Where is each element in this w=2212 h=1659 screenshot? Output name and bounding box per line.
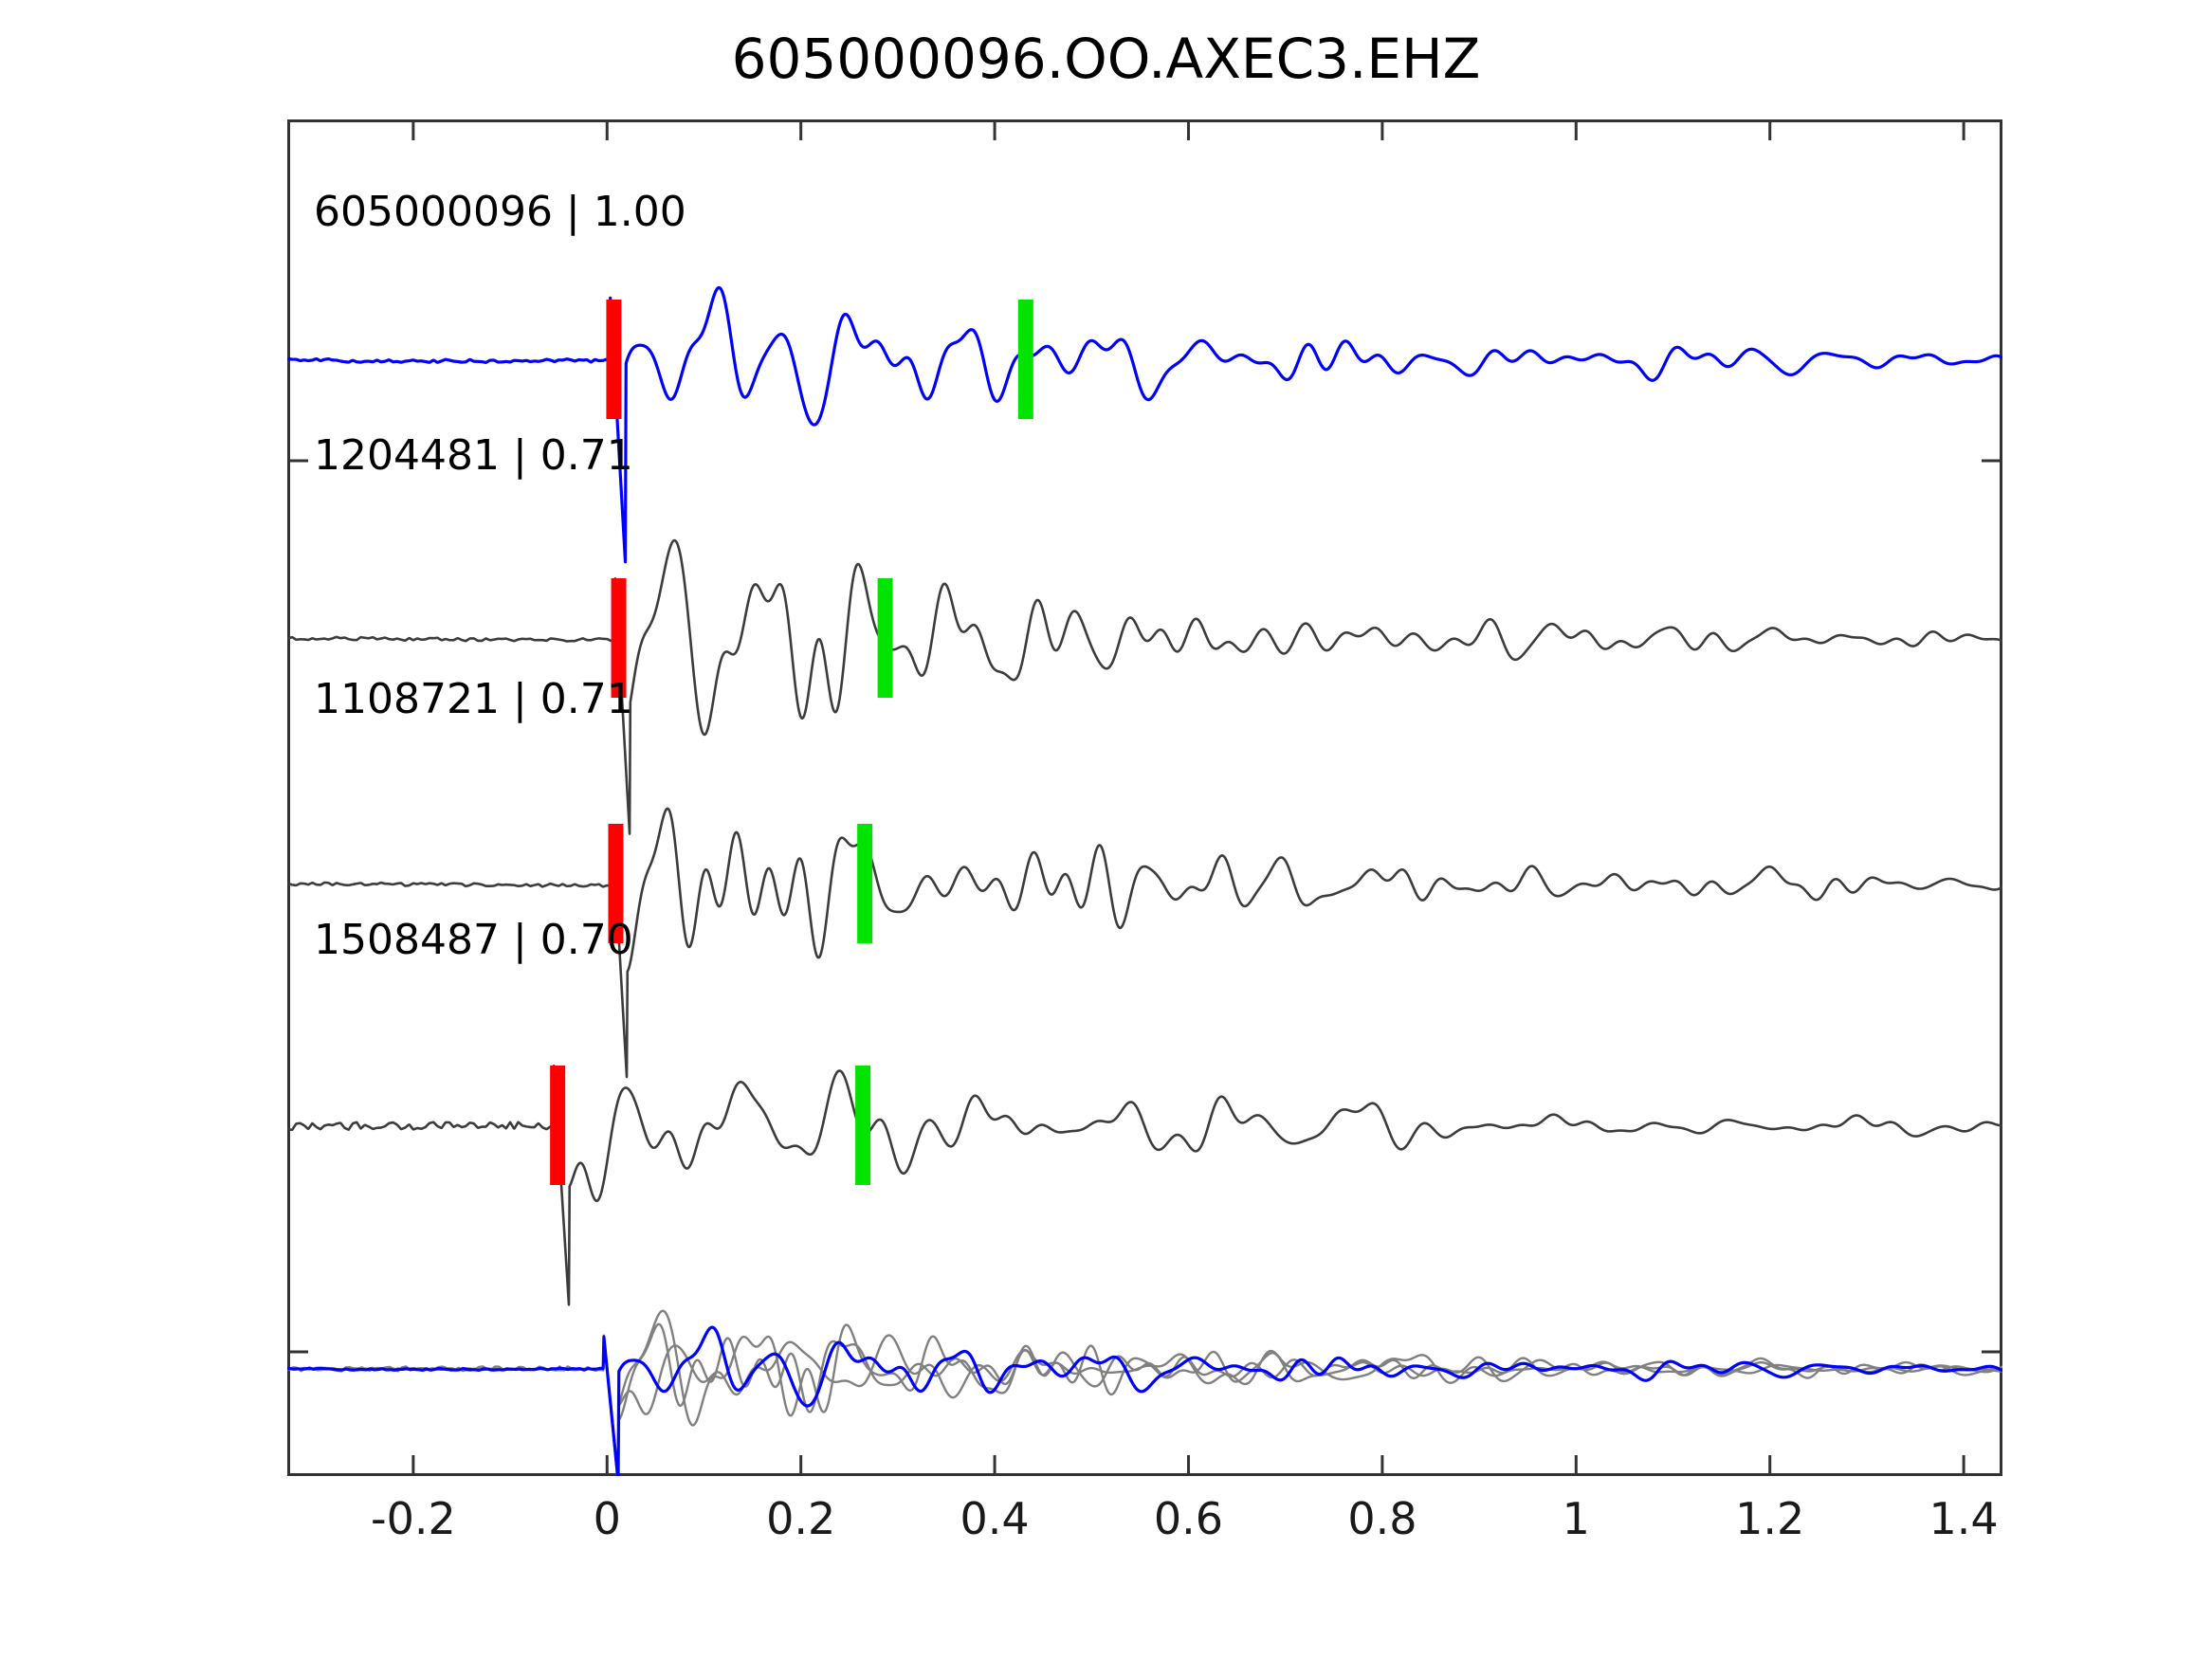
- trace-label-1108721: 1108721 | 0.71: [314, 675, 633, 723]
- stack-line-grey: [287, 1334, 2002, 1476]
- p-pick-marker: [611, 578, 627, 698]
- x-tick-label: 0.2: [766, 1493, 836, 1544]
- trace-label-1508487: 1508487 | 0.70: [314, 916, 633, 964]
- s-pick-marker: [877, 578, 893, 698]
- waveform-line: [287, 1065, 2002, 1306]
- trace-label-1204481: 1204481 | 0.71: [314, 431, 633, 480]
- stack-line-template: [287, 1325, 2002, 1476]
- plot-area: [287, 119, 2002, 1476]
- waveform-line: [287, 807, 2002, 1079]
- trace-group-605000096: [287, 285, 2002, 564]
- waveform-svg: [287, 119, 2002, 1476]
- x-tick-label: 0.6: [1153, 1493, 1224, 1544]
- trace-group-1204481: [287, 538, 2002, 835]
- stack-line-grey: [287, 1322, 2002, 1476]
- x-tick-label: 1.4: [1929, 1493, 1999, 1544]
- x-tick-label: 0: [593, 1493, 621, 1544]
- x-tick-label: 0.4: [960, 1493, 1030, 1544]
- trace-group-1108721: [287, 807, 2002, 1079]
- stack-overlay-panel: [287, 1309, 2002, 1476]
- p-pick-marker: [608, 824, 624, 943]
- trace-group-1508487: [287, 1065, 2002, 1306]
- s-pick-marker: [855, 1066, 871, 1185]
- x-tick-label: 0.8: [1347, 1493, 1417, 1544]
- axes-frame: [287, 119, 2002, 1476]
- page-title: 605000096.OO.AXEC3.EHZ: [731, 27, 1481, 91]
- stack-line-grey: [287, 1309, 2002, 1476]
- waveform-line: [287, 538, 2002, 835]
- x-tick-label: 1: [1562, 1493, 1590, 1544]
- s-pick-marker: [857, 824, 873, 943]
- x-tick-label: -0.2: [370, 1493, 456, 1544]
- p-pick-marker: [550, 1066, 566, 1185]
- waveform-line: [287, 285, 2002, 564]
- trace-label-605000096: 605000096 | 1.00: [314, 188, 686, 236]
- p-pick-marker: [606, 300, 622, 419]
- x-tick-label: 1.2: [1735, 1493, 1805, 1544]
- s-pick-marker: [1017, 300, 1033, 419]
